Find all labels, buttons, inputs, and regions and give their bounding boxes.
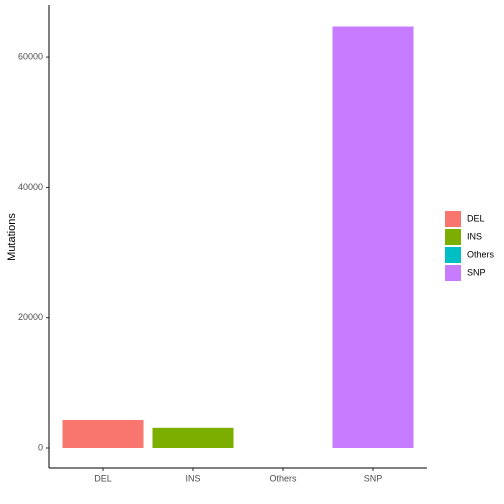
legend-swatch	[445, 211, 461, 227]
legend-label: Others	[467, 249, 495, 259]
bar	[152, 427, 234, 448]
bar	[62, 419, 144, 448]
legend-swatch	[445, 229, 461, 245]
x-tick-label: DEL	[94, 473, 112, 483]
x-tick-label: SNP	[364, 473, 383, 483]
legend-swatch	[445, 247, 461, 263]
legend-label: DEL	[467, 213, 485, 223]
y-tick-label: 60000	[18, 51, 43, 61]
x-tick-label: INS	[185, 473, 200, 483]
x-tick-label: Others	[269, 473, 297, 483]
y-tick-label: 40000	[18, 182, 43, 192]
y-tick-label: 0	[38, 442, 43, 452]
bar	[332, 26, 414, 448]
legend-label: INS	[467, 231, 482, 241]
legend-swatch	[445, 265, 461, 281]
legend-label: SNP	[467, 267, 486, 277]
y-axis-title: Mutations	[6, 213, 18, 261]
y-tick-label: 20000	[18, 312, 43, 322]
